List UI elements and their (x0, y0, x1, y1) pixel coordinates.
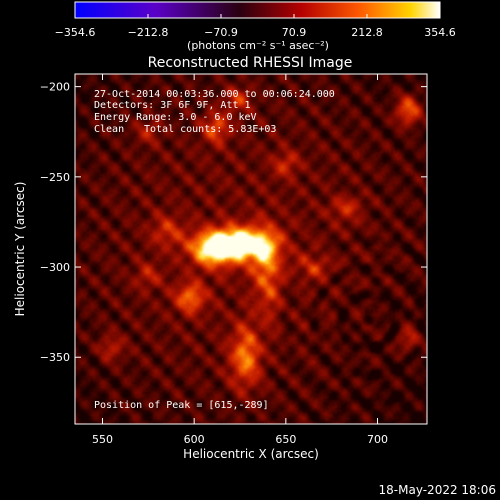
colorbar-tick-label: −212.8 (128, 26, 169, 39)
annotation-energy: Energy Range: 3.0 - 6.0 keV (94, 112, 257, 123)
colorbar-tick-label: −354.6 (55, 26, 96, 39)
colorbar-tick-label: 354.6 (424, 26, 456, 39)
timestamp: 18-May-2022 18:06 (379, 483, 496, 497)
colorbar-frame (74, 1, 441, 19)
x-tick-label: 700 (367, 433, 388, 446)
colorbar-tick-label: 212.8 (351, 26, 383, 39)
x-axis-label: Heliocentric X (arcsec) (183, 447, 319, 461)
x-axis-ticks: 550 600 650 700 (92, 74, 388, 446)
annotation-detectors: Detectors: 3F 6F 9F, Att 1 (94, 100, 251, 111)
colorbar: −354.6 −212.8 −70.9 70.9 212.8 354.6 (photons… (55, 1, 456, 52)
y-axis-label: Heliocentric Y (arcsec) (13, 182, 27, 317)
x-tick-label: 650 (275, 433, 296, 446)
chart-title: Reconstructed RHESSI Image (148, 55, 353, 71)
x-tick-label: 550 (92, 433, 113, 446)
colorbar-tick-labels: −354.6 −212.8 −70.9 70.9 212.8 354.6 (55, 26, 456, 39)
colorbar-ticks (74, 14, 441, 18)
y-tick-label: −350 (40, 351, 70, 364)
annotation-peak: Position of Peak = [615,-289] (94, 400, 269, 411)
annotation-time-range: 27-Oct-2014 00:03:36.000 to 00:06:24.000 (94, 89, 335, 100)
colorbar-tick-label: 70.9 (282, 26, 307, 39)
colorbar-tick-label: −70.9 (204, 26, 238, 39)
heatmap-raster (75, 74, 427, 424)
y-tick-label: −300 (40, 261, 70, 274)
colorbar-label: (photons cm⁻² s⁻¹ asec⁻²) (187, 39, 329, 52)
annotation-total-counts: Total counts: 5.83E+03 (144, 124, 276, 135)
y-axis-ticks: −200 −250 −300 −350 (40, 81, 427, 364)
colorbar-gradient (75, 2, 440, 18)
annotation-method: Clean (94, 124, 124, 135)
y-tick-label: −200 (40, 81, 70, 94)
plot-frame (74, 73, 428, 425)
heatmap-image (75, 74, 427, 424)
info-block: 27-Oct-2014 00:03:36.000 to 00:06:24.000… (94, 89, 335, 135)
x-tick-label: 600 (184, 433, 205, 446)
y-tick-label: −250 (40, 171, 70, 184)
